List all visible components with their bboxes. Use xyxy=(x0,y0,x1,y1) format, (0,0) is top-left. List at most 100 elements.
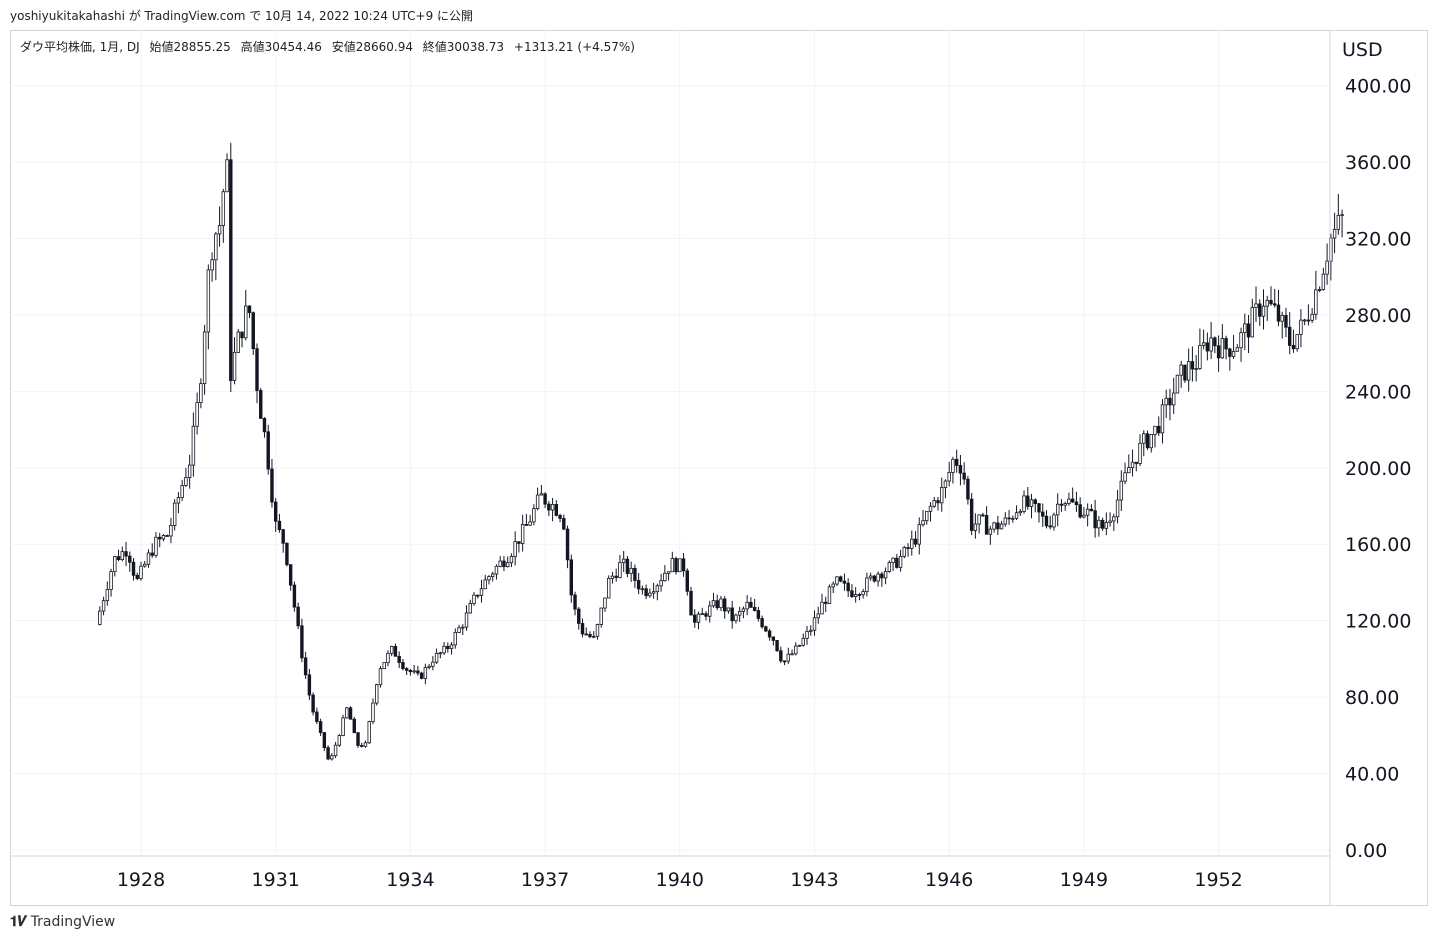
candle xyxy=(1273,288,1277,308)
candle-body xyxy=(1112,516,1116,522)
candle-body xyxy=(419,672,424,679)
candle xyxy=(1149,434,1153,453)
candle-body xyxy=(809,629,813,632)
candle xyxy=(408,668,413,676)
candle-body xyxy=(1175,374,1180,394)
candle xyxy=(251,311,255,355)
candle xyxy=(255,343,259,404)
candle xyxy=(981,512,985,517)
candle-body xyxy=(689,590,693,616)
candle-body xyxy=(535,494,540,509)
candle xyxy=(1044,510,1049,529)
candle xyxy=(528,514,532,526)
candle xyxy=(423,663,428,685)
candle xyxy=(101,596,106,616)
candle-body xyxy=(120,551,125,561)
candle xyxy=(809,625,813,636)
candle-body xyxy=(1037,503,1041,513)
candle xyxy=(947,461,951,487)
candle xyxy=(554,500,559,517)
candle xyxy=(644,584,648,600)
candle xyxy=(794,642,798,656)
candle xyxy=(592,631,596,639)
candle-body xyxy=(1209,337,1213,352)
candle xyxy=(498,556,502,568)
candle-body xyxy=(981,514,985,517)
candle-body xyxy=(139,565,143,579)
candle-body xyxy=(846,582,850,592)
candle xyxy=(120,546,125,562)
candle-body xyxy=(303,657,308,676)
candle xyxy=(191,412,196,477)
candle-body xyxy=(764,626,768,632)
candle xyxy=(1295,334,1299,352)
tradingview-logo[interactable]: 𝟏𝑽 TradingView xyxy=(10,914,115,930)
currency-label: USD xyxy=(1342,39,1383,61)
candle xyxy=(229,142,233,392)
candle xyxy=(199,378,203,409)
candle-body xyxy=(966,478,970,500)
candle xyxy=(876,571,880,587)
candle xyxy=(236,328,240,354)
candle-body xyxy=(573,594,577,610)
candle xyxy=(326,745,330,761)
price-axis[interactable]: 0.00 40.00 80.00 120.00 160.00 200.00 240.00 28… xyxy=(1345,76,1411,862)
candle-body xyxy=(1287,326,1292,346)
candle-body xyxy=(307,674,312,696)
candle xyxy=(584,627,588,636)
candle xyxy=(726,607,731,614)
x-tick-label: 1940 xyxy=(656,869,704,891)
candle-body xyxy=(547,503,551,511)
candle-body xyxy=(969,498,974,531)
candle-body xyxy=(741,608,746,612)
candle xyxy=(1067,492,1071,506)
candle xyxy=(913,531,918,548)
candle xyxy=(157,532,162,548)
candle xyxy=(1048,515,1052,530)
candle xyxy=(599,607,603,628)
candle-body xyxy=(715,600,719,609)
candle-body xyxy=(1239,332,1243,349)
candle xyxy=(898,549,903,572)
candle-body xyxy=(1153,425,1157,435)
candle xyxy=(838,575,843,583)
candle-body xyxy=(678,558,682,573)
candle-body xyxy=(389,646,394,654)
candle-body xyxy=(734,614,738,622)
time-axis[interactable]: 1928 1931 1934 1937 1940 1943 1946 1949 1952 xyxy=(117,869,1243,891)
candle-body xyxy=(1273,303,1277,306)
candle xyxy=(902,545,907,559)
candle xyxy=(1011,515,1015,523)
candle-body xyxy=(898,555,903,568)
candle xyxy=(217,206,222,247)
candle xyxy=(176,492,181,514)
candle-body xyxy=(1022,495,1026,512)
candle-body xyxy=(1194,368,1198,370)
candle-body xyxy=(719,598,723,609)
candle-body xyxy=(887,562,892,572)
x-tick-label: 1952 xyxy=(1194,869,1242,891)
candle-body xyxy=(487,576,491,581)
candle-body xyxy=(663,572,667,582)
legend-close: 終値30038.73 xyxy=(422,40,505,54)
candle xyxy=(940,477,944,512)
candle xyxy=(472,592,476,606)
candle xyxy=(318,718,323,736)
candle xyxy=(468,599,472,614)
candle xyxy=(1317,286,1322,293)
candle xyxy=(1085,503,1090,527)
candle xyxy=(730,600,734,629)
candle xyxy=(857,592,862,601)
candle xyxy=(1284,307,1288,338)
candle xyxy=(842,573,847,591)
candle xyxy=(337,734,342,747)
candle-body xyxy=(1310,313,1314,321)
candle-body xyxy=(954,458,959,466)
candle-body xyxy=(554,503,559,516)
candle-body xyxy=(558,515,562,519)
candle-body xyxy=(1085,508,1090,516)
candle xyxy=(1306,304,1311,326)
candle-body xyxy=(708,605,712,617)
candle xyxy=(517,541,521,553)
